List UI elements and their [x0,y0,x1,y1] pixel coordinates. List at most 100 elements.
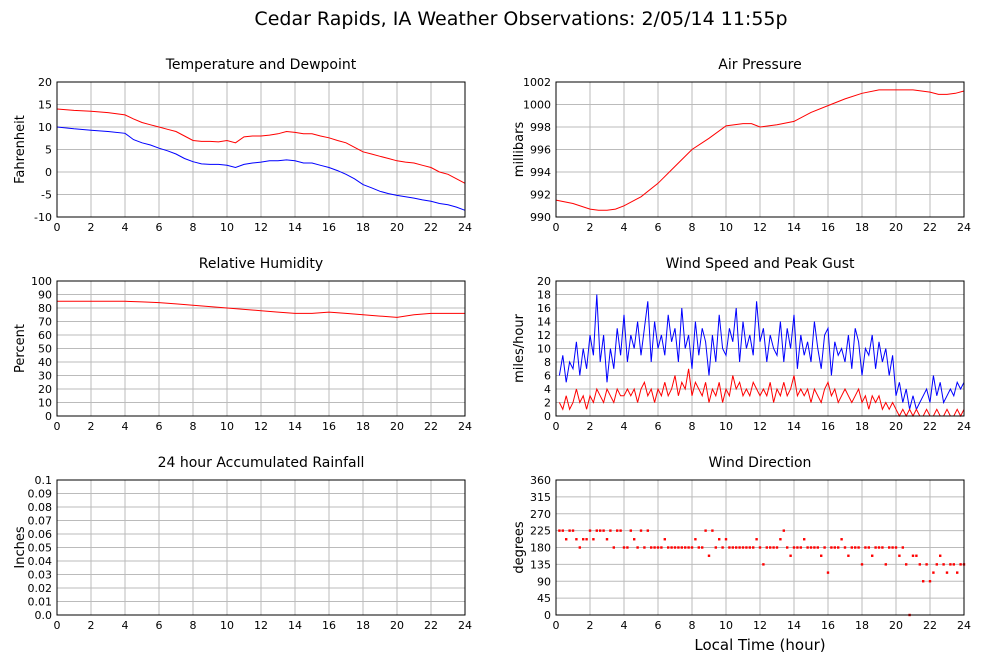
chart-6-series-1-point [599,529,602,532]
chart-5-y-tick-label: 0.02 [28,582,53,595]
chart-1-x-tick-label: 0 [54,221,61,234]
chart-5-x-tick-label: 22 [424,619,438,632]
chart-6-series-1-point [939,554,942,557]
chart-6-series-1-point [905,563,908,566]
chart-3-x-tick-label: 6 [156,420,163,433]
chart-6-series-1-point [789,554,792,557]
chart-6-series-1-point [639,529,643,532]
chart-6-series-1-point [816,546,819,549]
chart-6-series-1-point [830,546,833,549]
chart-6-series-1-point [772,546,775,549]
chart-3-x-tick-label: 18 [356,420,370,433]
chart-4-y-tick-label: 14 [537,316,551,329]
chart-1-y-tick-label: -10 [34,211,52,224]
chart-6-series-1-point [704,529,707,532]
chart-6-series-1-point [568,529,571,532]
chart-1-x-tick-label: 14 [288,221,302,234]
chart-1-series-2-line [56,126,466,211]
chart-1-plot-frame [56,81,466,218]
chart-2-plot-frame [555,81,965,218]
chart-6-series-1-point [922,580,925,583]
chart-3-x-tick-label: 4 [122,420,129,433]
chart-2-series-1-line [555,89,965,211]
chart-6-y-tick-label: 360 [530,474,551,487]
chart-3-series-1-line [57,300,465,318]
chart-6-series-1-point [616,529,619,532]
chart-6-series-1-point [728,546,731,549]
chart-6-series-1-point [779,538,782,541]
chart-6-series-1-point [636,546,639,549]
chart-5-x-tick-label: 4 [122,619,129,632]
chart-6-y-tick-label: 135 [530,558,551,571]
chart-6-series-1-point [837,546,840,549]
chart-3-y-tick-label: 0 [45,410,52,423]
chart-1-title: Temperature and Dewpoint [165,57,357,73]
chart-6-series-1-point [857,546,860,549]
chart-3-x-tick-label: 16 [322,420,336,433]
chart-4-x-tick-label: 2 [587,420,594,433]
chart-6-series-1-point [653,546,656,549]
chart-5-x-tick-label: 14 [288,619,302,632]
chart-4-y-tick-label: 10 [537,343,551,356]
chart-6-series-1-point [687,546,690,549]
chart-6-series-1-point [578,546,581,549]
chart-1-x-tick-label: 22 [424,221,438,234]
chart-6-y-tick-label: 270 [530,508,551,521]
chart-5-y-tick-label: 0.04 [28,555,53,568]
chart-6-series-1-point [765,546,768,549]
chart-2-y-axis-label: millibars [512,122,527,178]
chart-6-series-1-point [813,546,816,549]
chart-1-x-tick-label: 24 [458,221,472,234]
chart-6-series-1-point [860,563,864,566]
chart-2-y-tick-label: 1002 [523,76,551,89]
chart-6-series-1-point [901,546,904,549]
figure-title: Cedar Rapids, IA Weather Observations: 2… [254,8,787,30]
chart-6-series-1-point [928,580,932,583]
chart-4-x-tick-label: 14 [787,420,801,433]
chart-6-series-1-point [847,554,850,557]
chart-5-x-tick-label: 20 [390,619,404,632]
chart-6-series-1-point [826,571,830,574]
chart-6-series-1-point [758,546,762,549]
chart-6-series-1-point [609,529,612,532]
chart-6-series-1-point [925,563,928,566]
chart-6-series-1-point [769,546,772,549]
chart-4-plot-frame [555,280,965,417]
chart-2-x-tick-label: 22 [923,221,937,234]
chart-2-x-tick-label: 0 [553,221,560,234]
chart-6-series-1-point [918,563,921,566]
chart-4-x-tick-label: 20 [889,420,903,433]
chart-6-plot-frame [555,479,965,616]
chart-4-x-tick-label: 6 [655,420,662,433]
chart-5-y-tick-label: 0.0 [35,609,53,622]
chart-3-y-tick-label: 80 [38,302,52,315]
chart-1-y-tick-label: 20 [38,76,52,89]
chart-6-series-1-point [619,529,622,532]
chart-6-series-1-point [884,563,887,566]
chart-1-x-tick-label: 10 [220,221,234,234]
chart-6-y-tick-label: 90 [537,575,551,588]
chart-4-y-tick-label: 0 [544,410,551,423]
chart-3-y-tick-label: 60 [38,329,52,342]
chart-5-x-tick-label: 24 [458,619,472,632]
chart-6-series-1-point [881,546,884,549]
chart-4-y-tick-label: 20 [537,275,551,288]
chart-2-x-tick-label: 14 [787,221,801,234]
chart-1-y-tick-label: 10 [38,121,52,134]
chart-3-plot-frame [56,280,466,417]
chart-6-series-1-point [809,546,813,549]
chart-6-series-1-point [762,563,765,566]
chart-6-x-tick-label: 0 [553,619,560,632]
chart-6-series-1-point [735,546,738,549]
chart-6-series-1-point [949,563,952,566]
chart-4-title: Wind Speed and Peak Gust [666,256,855,272]
chart-3-y-tick-label: 70 [38,316,52,329]
chart-6-series-1-point [660,546,663,549]
chart-2-y-tick-label: 998 [530,121,551,134]
chart-1-y-tick-label: 0 [45,166,52,179]
chart-5-y-tick-label: 0.07 [28,515,53,528]
chart-5-x-tick-label: 12 [254,619,268,632]
chart-6-series-1-point [935,563,938,566]
chart-6-series-1-point [670,546,673,549]
